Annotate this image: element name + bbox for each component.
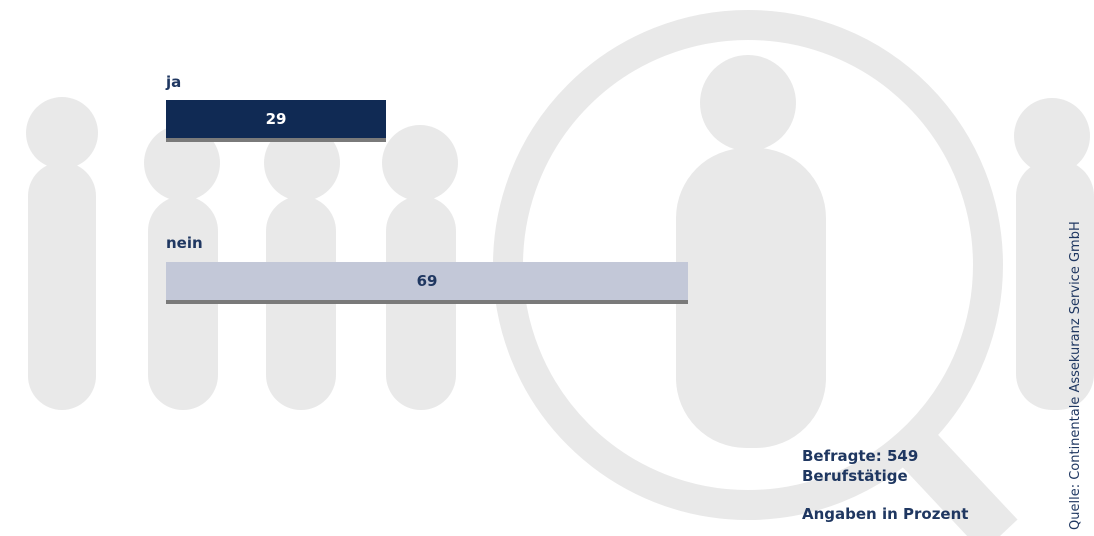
- bar-ja: 29: [166, 100, 386, 138]
- magnifier-handle-icon: [892, 423, 1018, 536]
- respondents-group-note: Berufstätige: [802, 467, 908, 485]
- bar-shadow-ja: [166, 138, 386, 142]
- source-note: Quelle: Continentale Assekuranz Service …: [1068, 221, 1083, 530]
- bar-nein: 69: [166, 262, 688, 300]
- category-label-ja: ja: [166, 73, 182, 91]
- category-label-nein: nein: [166, 234, 203, 252]
- bar-value-ja: 29: [265, 110, 287, 128]
- respondents-note: Befragte: 549: [802, 447, 919, 465]
- bar-shadow-nein: [166, 300, 688, 304]
- unit-note: Angaben in Prozent: [802, 505, 969, 523]
- bar-value-nein: 69: [416, 272, 438, 290]
